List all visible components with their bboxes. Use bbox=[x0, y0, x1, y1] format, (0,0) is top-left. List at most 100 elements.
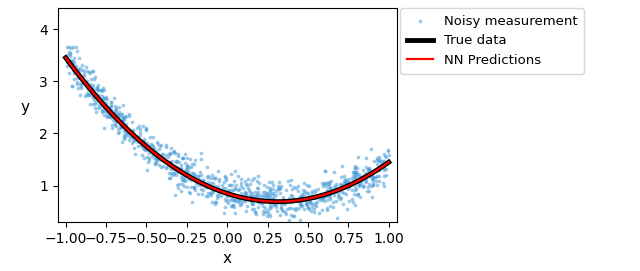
Noisy measurement bbox=[142, 154, 152, 159]
Noisy measurement bbox=[107, 123, 117, 127]
Noisy measurement bbox=[324, 180, 334, 184]
Noisy measurement bbox=[241, 181, 251, 186]
Noisy measurement bbox=[266, 180, 276, 184]
Noisy measurement bbox=[276, 184, 287, 189]
Noisy measurement bbox=[372, 158, 383, 162]
Noisy measurement bbox=[374, 164, 385, 169]
Noisy measurement bbox=[62, 64, 72, 68]
True data bbox=[254, 199, 262, 202]
Noisy measurement bbox=[214, 190, 224, 195]
Noisy measurement bbox=[360, 179, 370, 183]
Noisy measurement bbox=[228, 198, 239, 202]
Noisy measurement bbox=[234, 199, 244, 204]
Noisy measurement bbox=[182, 165, 193, 169]
Noisy measurement bbox=[245, 190, 255, 195]
Noisy measurement bbox=[368, 183, 378, 188]
Noisy measurement bbox=[137, 153, 147, 157]
Noisy measurement bbox=[239, 190, 250, 195]
Noisy measurement bbox=[230, 169, 240, 173]
Noisy measurement bbox=[337, 164, 347, 168]
Noisy measurement bbox=[156, 156, 166, 160]
Noisy measurement bbox=[84, 70, 94, 74]
Noisy measurement bbox=[210, 202, 220, 206]
Noisy measurement bbox=[353, 192, 364, 197]
Noisy measurement bbox=[117, 111, 127, 116]
Noisy measurement bbox=[110, 104, 120, 108]
Noisy measurement bbox=[291, 186, 301, 190]
Noisy measurement bbox=[149, 151, 159, 155]
Noisy measurement bbox=[230, 186, 241, 190]
Noisy measurement bbox=[97, 108, 107, 112]
Line: NN Predictions: NN Predictions bbox=[66, 58, 388, 202]
Noisy measurement bbox=[182, 174, 192, 178]
Noisy measurement bbox=[130, 151, 140, 156]
Noisy measurement bbox=[264, 194, 274, 198]
Noisy measurement bbox=[257, 201, 267, 205]
Noisy measurement bbox=[186, 171, 196, 175]
Noisy measurement bbox=[271, 188, 281, 193]
Noisy measurement bbox=[350, 184, 360, 188]
Noisy measurement bbox=[321, 184, 332, 188]
Noisy measurement bbox=[223, 198, 233, 202]
Noisy measurement bbox=[151, 153, 161, 158]
Noisy measurement bbox=[253, 190, 263, 195]
Noisy measurement bbox=[69, 77, 79, 81]
Noisy measurement bbox=[351, 172, 362, 176]
Noisy measurement bbox=[350, 166, 360, 171]
Noisy measurement bbox=[84, 70, 95, 75]
Noisy measurement bbox=[171, 173, 181, 178]
Noisy measurement bbox=[268, 186, 278, 191]
Noisy measurement bbox=[164, 171, 174, 175]
Noisy measurement bbox=[75, 74, 85, 78]
Noisy measurement bbox=[362, 174, 372, 178]
Noisy measurement bbox=[344, 185, 354, 189]
Noisy measurement bbox=[288, 199, 298, 204]
Noisy measurement bbox=[237, 199, 248, 204]
Noisy measurement bbox=[293, 189, 303, 193]
Noisy measurement bbox=[230, 194, 240, 199]
Noisy measurement bbox=[226, 198, 236, 202]
Noisy measurement bbox=[203, 180, 213, 184]
Noisy measurement bbox=[291, 208, 301, 212]
Noisy measurement bbox=[249, 197, 259, 201]
Noisy measurement bbox=[348, 174, 358, 178]
Noisy measurement bbox=[68, 44, 78, 49]
Noisy measurement bbox=[253, 186, 264, 190]
Noisy measurement bbox=[119, 129, 129, 134]
Noisy measurement bbox=[208, 190, 218, 195]
Noisy measurement bbox=[129, 139, 139, 143]
Noisy measurement bbox=[372, 156, 383, 161]
Noisy measurement bbox=[170, 170, 180, 175]
NN Predictions bbox=[217, 190, 225, 193]
Noisy measurement bbox=[255, 200, 266, 205]
Noisy measurement bbox=[198, 178, 208, 182]
Noisy measurement bbox=[138, 139, 148, 143]
Noisy measurement bbox=[280, 210, 290, 214]
Noisy measurement bbox=[205, 191, 215, 196]
Noisy measurement bbox=[221, 199, 231, 203]
Noisy measurement bbox=[236, 177, 246, 182]
Noisy measurement bbox=[200, 184, 211, 189]
Noisy measurement bbox=[236, 191, 246, 195]
Noisy measurement bbox=[322, 206, 332, 210]
Noisy measurement bbox=[153, 153, 163, 158]
Noisy measurement bbox=[217, 183, 227, 187]
Noisy measurement bbox=[353, 183, 364, 188]
Noisy measurement bbox=[220, 180, 230, 184]
Noisy measurement bbox=[132, 126, 143, 130]
Noisy measurement bbox=[296, 195, 307, 199]
Noisy measurement bbox=[271, 202, 282, 206]
Noisy measurement bbox=[367, 195, 378, 199]
NN Predictions bbox=[237, 196, 244, 199]
Noisy measurement bbox=[93, 88, 103, 92]
Noisy measurement bbox=[182, 162, 192, 167]
Noisy measurement bbox=[320, 194, 330, 198]
Noisy measurement bbox=[335, 197, 345, 201]
Noisy measurement bbox=[90, 102, 100, 106]
Noisy measurement bbox=[127, 135, 137, 139]
Noisy measurement bbox=[104, 114, 114, 118]
Noisy measurement bbox=[95, 105, 106, 109]
Noisy measurement bbox=[303, 206, 314, 210]
Noisy measurement bbox=[238, 195, 248, 200]
Noisy measurement bbox=[319, 199, 329, 203]
